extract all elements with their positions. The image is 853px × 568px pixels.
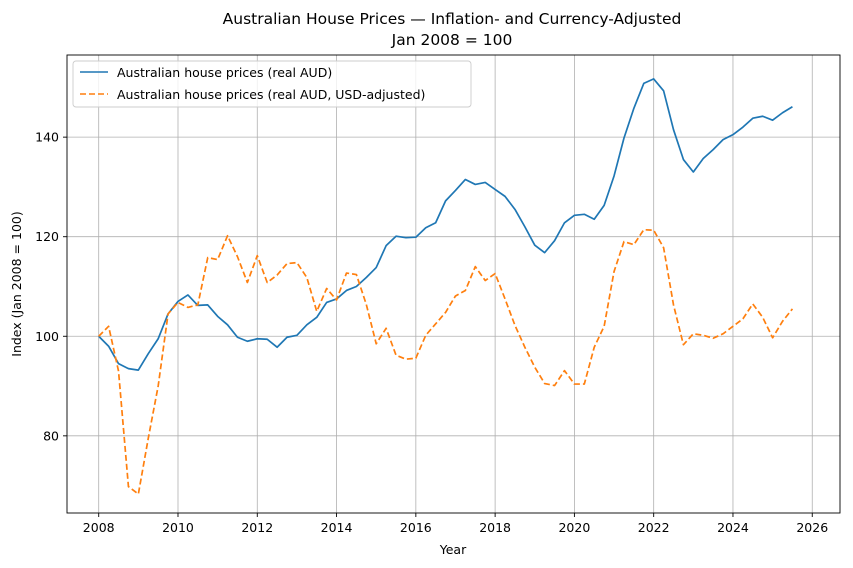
x-tick-label: 2018: [479, 520, 511, 535]
x-tick-label: 2020: [558, 520, 590, 535]
series-line-real-aud: [98, 78, 793, 371]
y-axis-label: Index (Jan 2008 = 100): [9, 211, 24, 356]
x-tick-label: 2012: [241, 520, 273, 535]
axis-ticks: 2008 2010 2012 2014 2016 2018 2020 2022 2024 2026…: [35, 130, 828, 535]
x-tick-label: 2016: [400, 520, 432, 535]
plot-frame: [66, 54, 841, 514]
series-layer: [98, 78, 794, 495]
x-tick-label: 2008: [83, 520, 115, 535]
legend-box: [72, 60, 472, 108]
y-tick-label: 100: [35, 329, 59, 344]
x-axis-label: Year: [439, 542, 467, 557]
legend-label-usd-adjusted: Australian house prices (real AUD, USD-a…: [117, 87, 425, 102]
y-tick-label: 140: [35, 130, 59, 145]
x-tick-label: 2022: [638, 520, 670, 535]
x-tick-label: 2014: [321, 520, 353, 535]
grid-lines: [67, 55, 840, 513]
x-tick-label: 2026: [796, 520, 828, 535]
legend-label-real-aud: Australian house prices (real AUD): [117, 65, 332, 80]
legend: Australian house prices (real AUD) Austr…: [72, 60, 472, 108]
plot-area: [67, 55, 840, 513]
y-tick-label: 80: [43, 428, 59, 443]
x-tick-label: 2024: [717, 520, 749, 535]
x-tick-label: 2010: [162, 520, 194, 535]
series-line-usd-adjusted: [98, 228, 794, 495]
chart-subtitle: Jan 2008 = 100: [391, 31, 513, 49]
chart-title: Australian House Prices — Inflation- and…: [223, 10, 682, 28]
y-tick-label: 120: [35, 229, 59, 244]
